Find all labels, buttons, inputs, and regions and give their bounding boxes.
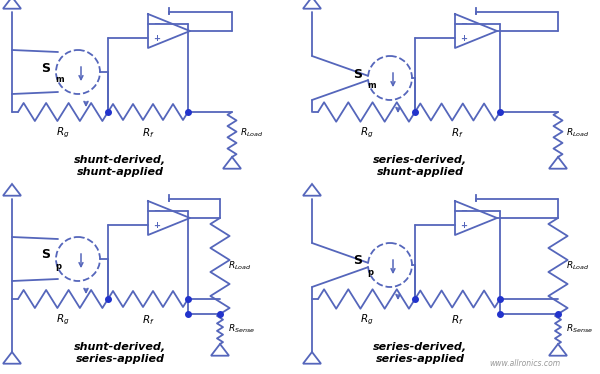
Text: −: −	[460, 206, 467, 215]
Text: $R_g$: $R_g$	[360, 126, 373, 140]
Text: p: p	[55, 262, 61, 271]
Text: $R_{Load}$: $R_{Load}$	[228, 260, 251, 272]
Text: +: +	[460, 34, 467, 43]
Text: S: S	[353, 67, 362, 80]
Text: p: p	[367, 268, 373, 277]
Text: $R_{Sense}$: $R_{Sense}$	[566, 323, 593, 335]
Text: S: S	[41, 248, 50, 261]
Text: series-derived,
series-applied: series-derived, series-applied	[373, 343, 467, 364]
Text: $R_f$: $R_f$	[142, 313, 154, 327]
Text: $R_{Load}$: $R_{Load}$	[240, 126, 263, 138]
Text: +: +	[153, 221, 160, 230]
Text: $R_f$: $R_f$	[451, 313, 464, 327]
Text: −: −	[153, 19, 160, 28]
Text: m: m	[367, 81, 376, 90]
Text: $R_{Sense}$: $R_{Sense}$	[228, 323, 255, 335]
Text: $R_f$: $R_f$	[142, 126, 154, 140]
Text: series-derived,
shunt-applied: series-derived, shunt-applied	[373, 156, 467, 177]
Text: $R_{Load}$: $R_{Load}$	[566, 260, 590, 272]
Text: +: +	[153, 34, 160, 43]
Text: shunt-derived,
series-applied: shunt-derived, series-applied	[74, 343, 166, 364]
Text: −: −	[460, 19, 467, 28]
Text: $R_{Load}$: $R_{Load}$	[566, 126, 590, 138]
Text: shunt-derived,
shunt-applied: shunt-derived, shunt-applied	[74, 156, 166, 177]
Text: S: S	[41, 61, 50, 74]
Text: S: S	[353, 254, 362, 267]
Text: $R_g$: $R_g$	[56, 313, 70, 327]
Text: −: −	[153, 206, 160, 215]
Text: $R_g$: $R_g$	[56, 126, 70, 140]
Text: +: +	[460, 221, 467, 230]
Text: $R_g$: $R_g$	[360, 313, 373, 327]
Text: $R_f$: $R_f$	[451, 126, 464, 140]
Text: m: m	[55, 75, 64, 84]
Text: www.allronics.com: www.allronics.com	[489, 359, 560, 368]
